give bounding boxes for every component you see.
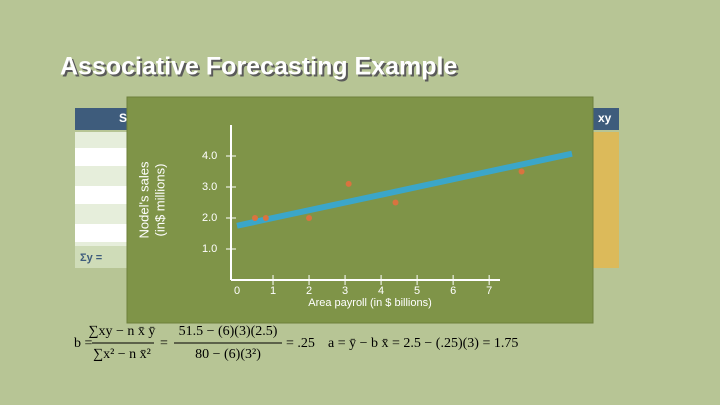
formula-text: ∑x² − n x̄²: [93, 347, 151, 362]
formula-text: = .25: [286, 336, 315, 351]
y-tick-label: 3.0: [202, 181, 217, 193]
y-tick-label: 2.0: [202, 212, 217, 224]
formula-text: =: [160, 336, 168, 351]
x-tick-label: 1: [270, 285, 276, 297]
x-tick-label: 5: [414, 285, 420, 297]
formula-text: ∑xy − n x̄ ȳ: [89, 324, 156, 339]
slide-title: Associative Forecasting Example: [60, 53, 457, 81]
table-row: [75, 224, 135, 242]
x-axis-label: Area payroll (in $ billions): [308, 297, 432, 309]
data-point: [306, 215, 313, 221]
table-row: [75, 186, 135, 204]
x-tick-label: 2: [306, 285, 312, 297]
data-point: [252, 215, 259, 221]
table-header-cell: xy: [598, 111, 612, 125]
chart-panel: [126, 96, 594, 324]
formula-text: 51.5 − (6)(3)(2.5): [179, 324, 278, 339]
formulas: b = ∑xy − n x̄ ȳ ∑x² − n x̄² = 51.5 − (6…: [74, 324, 518, 362]
x-tick-label: 0: [234, 285, 240, 297]
data-point: [345, 180, 352, 187]
data-point: [392, 199, 399, 206]
x-tick-label: 3: [342, 285, 348, 297]
y-axis-label: Nodel's sales: [136, 161, 151, 238]
table-footer-row: [75, 246, 135, 268]
table-row: [75, 148, 135, 166]
table-header-cell: S: [119, 111, 127, 125]
table-column: [590, 132, 619, 268]
x-tick-label: 7: [486, 285, 492, 297]
x-tick-label: 6: [450, 285, 456, 297]
y-tick-label: 4.0: [202, 150, 217, 162]
table-footer: Σy =: [80, 252, 102, 264]
data-point: [518, 168, 525, 175]
x-tick-label: 4: [378, 285, 384, 297]
trend-line: [236, 150, 573, 229]
y-axis-label: (in$ millions): [152, 164, 167, 237]
y-tick-label: 1.0: [202, 243, 217, 255]
formula-text: a = ȳ − b x̄ = 2.5 − (.25)(3) = 1.75: [328, 336, 518, 351]
formula-text: b =: [74, 336, 93, 351]
formula-text: 80 − (6)(3²): [195, 347, 261, 362]
chart: 1.0 2.0 3.0 4.0 0 1 2 3 4 5 6 7 Area payroll (in $ b…: [136, 125, 573, 309]
data-point: [262, 215, 269, 221]
title-shadow: Associative Forecasting Example: [62, 55, 459, 83]
